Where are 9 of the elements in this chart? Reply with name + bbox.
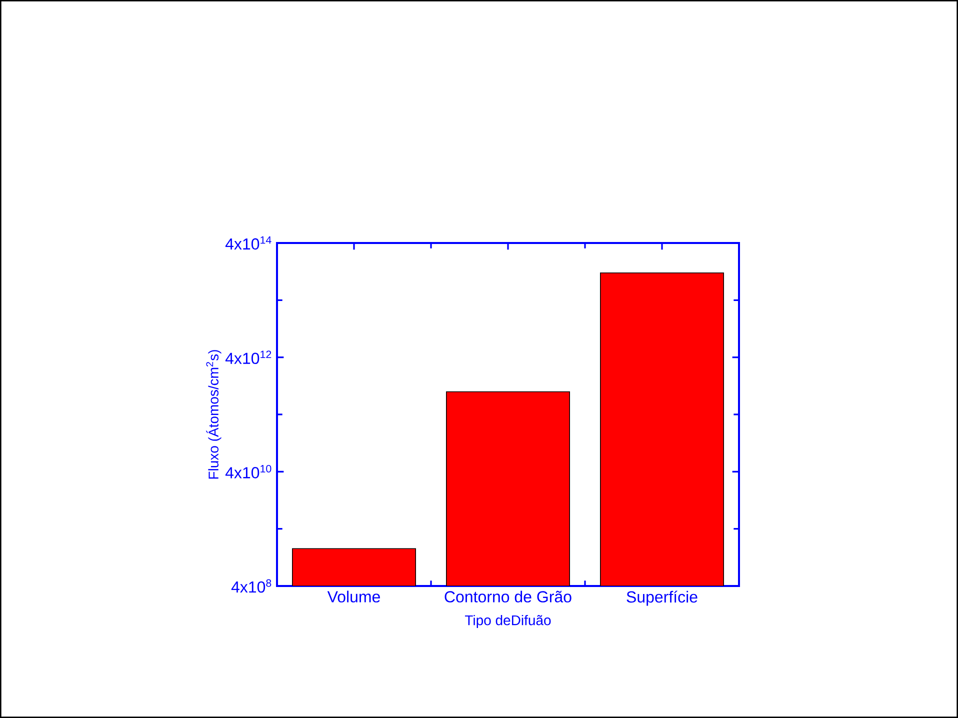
y-axis-title: Fluxo (Átomos/cm$^{2}$s): [206, 350, 222, 479]
x-tick-label: Volume: [327, 590, 380, 602]
x-tick-label: Contorno de Grão: [444, 590, 572, 602]
y-tick-label: 4x10$^{12}$: [225, 350, 272, 364]
y-tick-label: 4x10$^{14}$: [225, 236, 272, 250]
x-axis-title: Tipo deDifuão: [464, 614, 551, 628]
x-tick-label: Superfície: [626, 590, 698, 606]
y-tick-label: 4x10$^{10}$: [225, 464, 272, 478]
y-tick-label: 4x10$^{8}$: [231, 579, 272, 593]
